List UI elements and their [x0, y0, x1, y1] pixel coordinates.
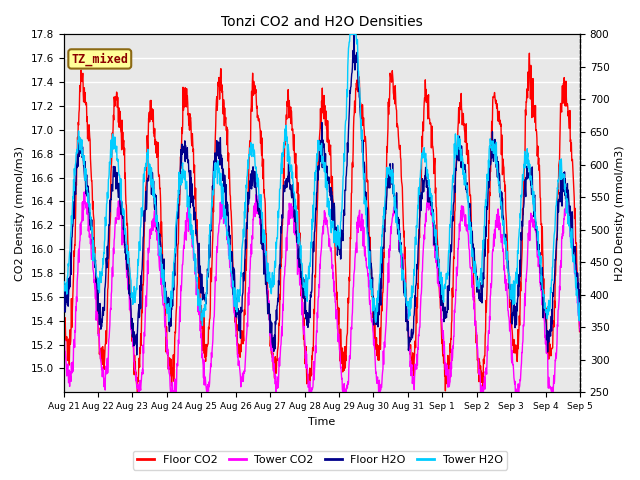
Text: TZ_mixed: TZ_mixed	[71, 52, 128, 66]
Y-axis label: H2O Density (mmol/m3): H2O Density (mmol/m3)	[615, 145, 625, 281]
X-axis label: Time: Time	[308, 417, 335, 427]
Title: Tonzi CO2 and H2O Densities: Tonzi CO2 and H2O Densities	[221, 15, 422, 29]
Legend: Floor CO2, Tower CO2, Floor H2O, Tower H2O: Floor CO2, Tower CO2, Floor H2O, Tower H…	[133, 451, 507, 469]
Y-axis label: CO2 Density (mmol/m3): CO2 Density (mmol/m3)	[15, 146, 25, 281]
